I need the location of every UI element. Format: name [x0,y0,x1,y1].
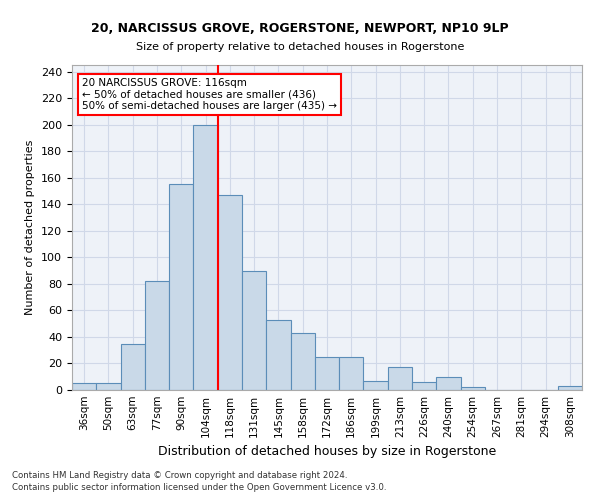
Bar [315,357,339,390]
Bar [461,388,485,390]
Bar [412,382,436,390]
Bar [266,320,290,390]
Bar [96,384,121,390]
Bar [290,333,315,390]
Bar [193,124,218,390]
Bar [72,384,96,390]
Text: 20, NARCISSUS GROVE, ROGERSTONE, NEWPORT, NP10 9LP: 20, NARCISSUS GROVE, ROGERSTONE, NEWPORT… [91,22,509,36]
Y-axis label: Number of detached properties: Number of detached properties [25,140,35,315]
X-axis label: Distribution of detached houses by size in Rogerstone: Distribution of detached houses by size … [158,446,496,458]
Text: Size of property relative to detached houses in Rogerstone: Size of property relative to detached ho… [136,42,464,52]
Bar [339,357,364,390]
Bar [121,344,145,390]
Text: Contains HM Land Registry data © Crown copyright and database right 2024.: Contains HM Land Registry data © Crown c… [12,470,347,480]
Bar [364,380,388,390]
Text: Contains public sector information licensed under the Open Government Licence v3: Contains public sector information licen… [12,483,386,492]
Bar [169,184,193,390]
Bar [145,281,169,390]
Bar [558,386,582,390]
Bar [242,270,266,390]
Bar [388,368,412,390]
Bar [436,376,461,390]
Bar [218,195,242,390]
Text: 20 NARCISSUS GROVE: 116sqm
← 50% of detached houses are smaller (436)
50% of sem: 20 NARCISSUS GROVE: 116sqm ← 50% of deta… [82,78,337,111]
